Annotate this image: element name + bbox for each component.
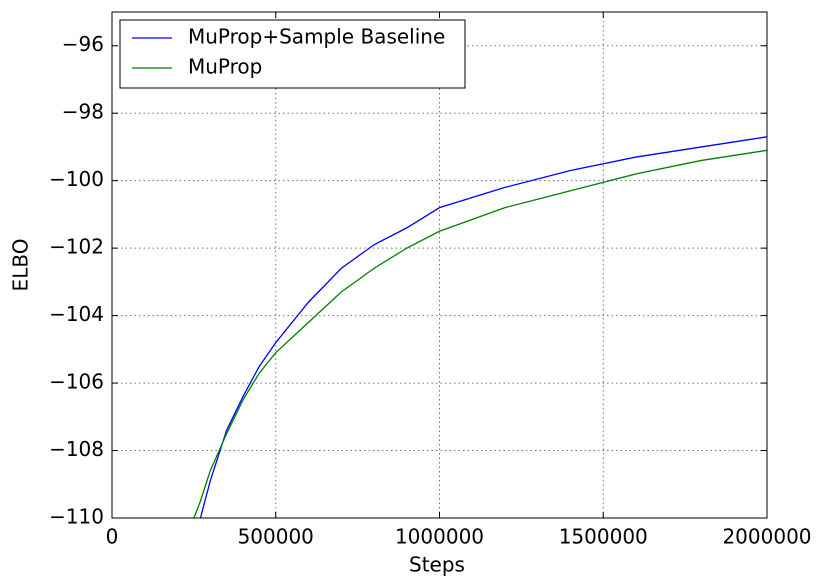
legend-label: MuProp+Sample Baseline <box>188 25 445 49</box>
legend: MuProp+Sample Baseline MuProp <box>119 19 466 89</box>
y-tick-label: −108 <box>49 437 104 461</box>
y-tick-label: −98 <box>62 100 104 124</box>
y-tick-label: −100 <box>49 167 104 191</box>
y-tick-label: −96 <box>62 32 104 56</box>
x-tick-label: 2000000 <box>722 525 811 549</box>
series-line <box>199 136 767 518</box>
y-tick-label: −102 <box>49 235 104 259</box>
y-tick-label: −106 <box>49 370 104 394</box>
x-tick-label: 1500000 <box>559 525 648 549</box>
x-axis-label: Steps <box>409 553 465 577</box>
y-tick-label: −104 <box>49 302 104 326</box>
series-line <box>193 149 767 518</box>
x-tick-label: 1000000 <box>395 525 484 549</box>
y-axis-label: ELBO <box>9 239 33 292</box>
plot-frame <box>111 11 768 519</box>
x-tick-label: 500000 <box>238 525 314 549</box>
legend-box <box>119 19 466 89</box>
y-tick-label: −110 <box>49 505 104 529</box>
legend-label: MuProp <box>188 55 262 79</box>
x-tick-label: 0 <box>106 525 119 549</box>
